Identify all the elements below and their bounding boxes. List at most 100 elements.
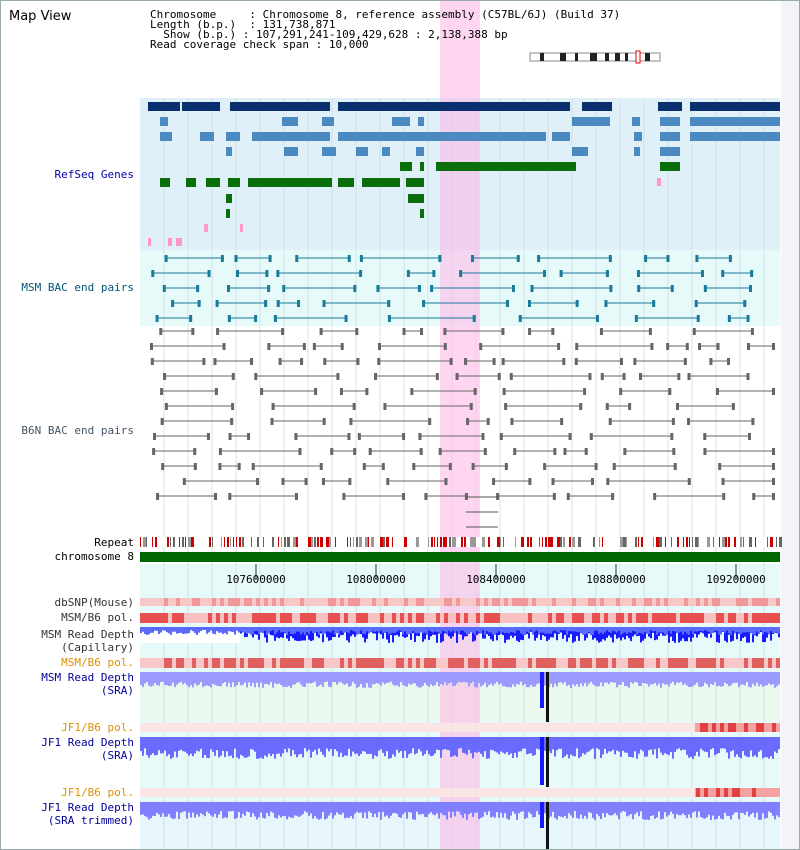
jf1-sra-depth	[676, 737, 678, 750]
msm-b6-pol-strip-2	[500, 658, 504, 668]
msm-sra-depth	[246, 672, 248, 688]
repeat-block	[593, 537, 595, 547]
axis-tick-label: 108800000	[586, 573, 646, 586]
jf1-sra-depth	[374, 737, 376, 756]
msm-capillary-depth	[302, 627, 304, 641]
msm-b6-pol-strip-2	[420, 658, 424, 668]
track-label-msm-b6-pol[interactable]: MSM/B6 pol.	[61, 611, 134, 624]
msm-b6-pol-strip-2	[776, 658, 780, 668]
jf1-pol-hot-2	[696, 788, 700, 797]
jf1-sra-depth	[452, 737, 454, 757]
dbsnp-strip	[276, 598, 280, 606]
jf1-trimmed-depth	[176, 802, 178, 812]
msm-sra-depth	[390, 672, 392, 682]
msm-b6-pol-strip-2	[480, 658, 484, 668]
msm-b6-pol-strip-2	[388, 658, 392, 668]
track-label-dbsnp[interactable]: dbSNP(Mouse)	[54, 596, 134, 609]
jf1-sra-depth	[666, 737, 668, 755]
jf1-sra-depth	[726, 737, 728, 753]
msm-sra-depth	[776, 672, 778, 687]
msm-capillary-depth	[538, 627, 540, 635]
jf1-trimmed-depth	[212, 802, 214, 817]
b6n-bac-pair-end	[772, 388, 775, 395]
jf1-trimmed-depth	[184, 802, 186, 812]
track-label-jf1-depth-sra[interactable]: JF1 Read Depth (SRA)	[41, 736, 134, 762]
track-label-jf1-pol-1[interactable]: JF1/B6 pol.	[61, 721, 134, 734]
msm-sra-depth	[724, 672, 726, 683]
track-label-refseq[interactable]: RefSeq Genes	[54, 168, 134, 181]
track-label-msm-b6-pol-2[interactable]: MSM/B6 pol.	[61, 656, 134, 669]
msm-capillary-depth	[416, 627, 418, 634]
msm-b6-pol-strip-2	[440, 658, 444, 668]
msm-capillary-depth	[628, 627, 630, 639]
dbsnp-strip	[552, 598, 556, 606]
msm-bac-pair-end	[267, 285, 271, 292]
msm-capillary-depth	[490, 627, 492, 633]
jf1-sra-depth	[464, 737, 466, 754]
repeat-block	[449, 537, 451, 547]
msm-bac-pair-end	[575, 300, 579, 307]
msm-bac-pair-end	[728, 255, 732, 262]
msm-sra-depth	[236, 672, 238, 686]
msm-sra-depth	[616, 672, 618, 688]
jf1-trimmed-depth	[174, 802, 176, 819]
msm-b6-pol-strip	[588, 613, 592, 623]
track-label-jf1-pol-2[interactable]: JF1/B6 pol.	[61, 786, 134, 799]
msm-capillary-depth	[760, 627, 762, 631]
msm-capillary-depth	[224, 627, 226, 634]
jf1-trimmed-depth	[424, 802, 426, 817]
msm-b6-pol-strip	[496, 613, 500, 623]
track-label-msm-depth-sra[interactable]: MSM Read Depth (SRA)	[41, 671, 134, 697]
track-label-msm-bac[interactable]: MSM BAC end pairs	[21, 281, 134, 294]
track-label-jf1-depth-sra-trimmed[interactable]: JF1 Read Depth (SRA trimmed)	[41, 801, 134, 827]
msm-bac-pair-end	[155, 315, 159, 322]
msm-b6-pol-strip-2	[676, 658, 680, 668]
msm-capillary-depth	[516, 627, 518, 641]
msm-sra-depth	[484, 672, 486, 683]
track-label-b6n-bac[interactable]: B6N BAC end pairs	[21, 424, 134, 437]
repeat-block	[287, 537, 290, 547]
dbsnp-strip	[636, 598, 640, 606]
jf1-sra-depth	[686, 737, 688, 755]
track-label-repeat[interactable]: Repeat	[94, 536, 134, 549]
msm-bac-pair-end	[634, 315, 638, 322]
repeat-block	[416, 537, 419, 547]
msm-capillary-depth	[712, 627, 714, 634]
msm-b6-pol-strip-2	[292, 658, 296, 668]
msm-capillary-depth	[190, 627, 192, 631]
msm-sra-depth	[164, 672, 166, 685]
jf1-trimmed-depth	[398, 802, 400, 818]
jf1-sra-depth	[204, 737, 206, 756]
msm-bac-pair-end	[694, 300, 698, 307]
track-label-msm-depth-capillary[interactable]: MSM Read Depth (Capillary)	[41, 628, 134, 654]
jf1-sra-depth	[142, 737, 144, 756]
repeat-block	[599, 537, 600, 547]
msm-sra-depth	[746, 672, 748, 683]
msm-capillary-depth	[232, 627, 234, 633]
vertical-scrollbar[interactable]	[781, 0, 799, 850]
repeat-block	[539, 537, 540, 547]
msm-b6-pol-strip	[448, 613, 452, 623]
jf1-sra-depth	[154, 737, 156, 756]
dbsnp-strip	[464, 598, 468, 606]
msm-b6-pol-strip	[668, 613, 672, 623]
msm-b6-pol-strip-2	[672, 658, 676, 668]
dbsnp-strip	[716, 598, 720, 606]
msm-capillary-depth	[536, 627, 538, 638]
repeat-block	[173, 537, 175, 547]
dbsnp-strip	[324, 598, 328, 606]
jf1-trimmed-depth	[198, 802, 200, 817]
jf1-trimmed-depth	[406, 802, 408, 819]
msm-b6-pol-strip	[304, 613, 308, 623]
dbsnp-strip	[580, 598, 584, 606]
msm-sra-depth	[364, 672, 366, 688]
msm-capillary-depth	[442, 627, 444, 631]
msm-b6-pol-strip-2	[352, 658, 356, 668]
jf1-sra-depth	[598, 737, 600, 750]
repeat-block	[191, 537, 194, 547]
msm-capillary-depth	[188, 627, 190, 634]
repeat-block	[560, 537, 562, 547]
dbsnp-strip	[228, 598, 232, 606]
msm-sra-depth	[362, 672, 364, 688]
msm-b6-pol-strip-2	[556, 658, 560, 668]
